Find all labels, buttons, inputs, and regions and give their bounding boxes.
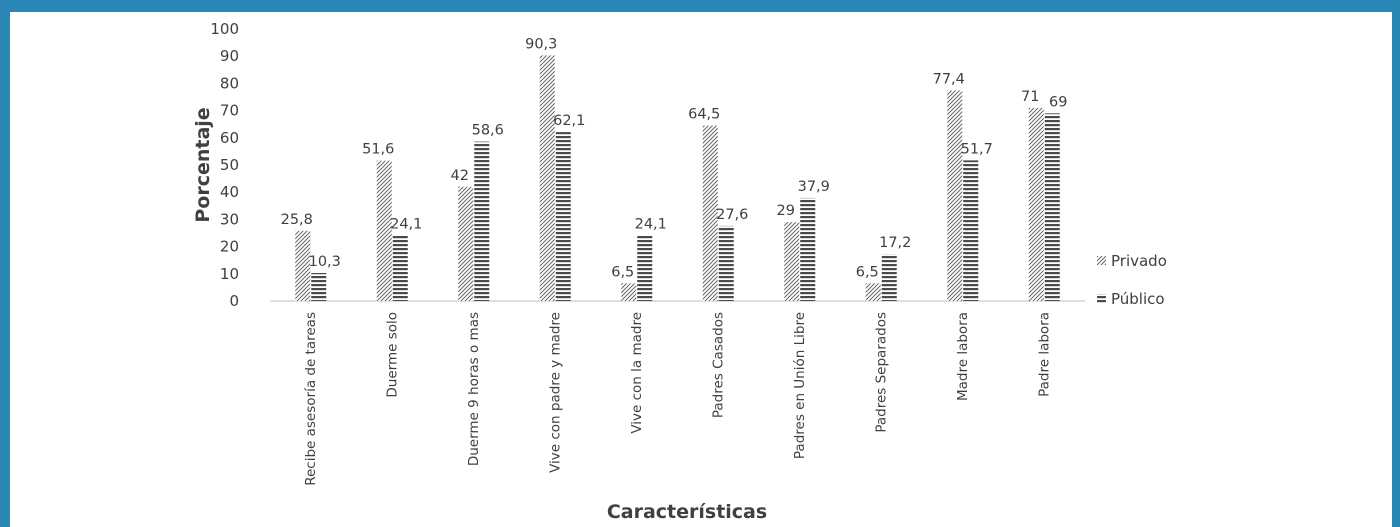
y-tick-label: 70 — [220, 102, 239, 120]
bar-privado — [865, 283, 881, 301]
data-label: 42 — [451, 168, 469, 184]
x-tick-label: Madre labora — [955, 312, 971, 401]
chart-panel: 0 10 20 30 40 50 60 70 80 90 100 25,8 10,3 51,6 24,1 4… — [10, 12, 1392, 527]
data-label: 51,7 — [961, 141, 993, 157]
bar-publico — [1044, 113, 1060, 301]
x-tick-label: Padres Casados — [710, 312, 726, 418]
x-axis-title: Características — [607, 501, 767, 523]
bar-privado — [376, 160, 392, 301]
data-label: 17,2 — [879, 235, 911, 251]
data-label: 62,1 — [553, 113, 585, 129]
x-axis-ticks: Recibe asesoría de tareas Duerme solo Duer… — [303, 312, 1053, 486]
legend: Privado Público — [1097, 252, 1167, 308]
bars-group — [295, 55, 1060, 301]
bar-publico — [311, 272, 327, 301]
legend-label-privado: Privado — [1111, 252, 1167, 270]
bar-privado — [295, 230, 311, 301]
legend-label-publico: Público — [1111, 290, 1165, 308]
data-label: 27,6 — [716, 207, 748, 223]
data-label: 51,6 — [362, 142, 394, 158]
y-tick-label: 30 — [220, 210, 239, 228]
bar-privado — [621, 283, 637, 301]
data-label: 69 — [1049, 94, 1067, 110]
bar-privado — [1028, 107, 1044, 301]
data-label: 90,3 — [525, 36, 557, 52]
bar-privado — [702, 125, 718, 301]
x-tick-label: Padres Separados — [873, 312, 889, 433]
y-tick-label: 50 — [220, 156, 239, 174]
y-tick-label: 80 — [220, 74, 239, 92]
x-tick-label: Padre labora — [1036, 312, 1052, 397]
data-label: 24,1 — [635, 216, 667, 232]
y-axis-title: Porcentaje — [192, 107, 214, 222]
data-label: 24,1 — [390, 216, 422, 232]
y-tick-label: 100 — [210, 20, 239, 38]
data-label: 71 — [1021, 89, 1039, 105]
bar-publico — [718, 225, 734, 301]
legend-swatch-publico — [1097, 294, 1106, 303]
x-tick-label: Duerme solo — [384, 312, 400, 398]
y-axis-ticks: 0 10 20 30 40 50 60 70 80 90 100 — [210, 20, 239, 310]
x-tick-label: Vive con la madre — [629, 312, 645, 434]
bar-publico — [963, 160, 979, 301]
y-tick-label: 60 — [220, 129, 239, 147]
bar-privado — [947, 90, 963, 301]
bar-publico — [800, 197, 816, 301]
y-tick-label: 90 — [220, 47, 239, 65]
x-tick-label: Duerme 9 horas o mas — [466, 312, 482, 466]
data-label: 64,5 — [688, 107, 720, 123]
data-label: 6,5 — [856, 264, 879, 280]
bar-publico — [555, 132, 571, 301]
bar-privado — [539, 55, 555, 301]
data-labels-group: 25,8 10,3 51,6 24,1 42 58,6 90,3 62,1 6,5 24,1 64,… — [281, 36, 1068, 280]
bar-publico — [881, 254, 897, 301]
y-tick-label: 0 — [229, 292, 239, 310]
data-label: 37,9 — [798, 179, 830, 195]
x-tick-label: Vive con padre y madre — [547, 312, 563, 473]
x-tick-label: Recibe asesoría de tareas — [303, 312, 319, 486]
bar-privado — [458, 186, 474, 301]
data-label: 58,6 — [472, 123, 504, 139]
y-tick-label: 20 — [220, 238, 239, 256]
bar-privado — [784, 222, 800, 301]
bar-publico — [637, 235, 653, 301]
data-label: 29 — [777, 203, 795, 219]
legend-swatch-privado — [1097, 256, 1106, 265]
data-label: 6,5 — [611, 264, 634, 280]
data-label: 77,4 — [933, 71, 965, 87]
bar-publico — [392, 235, 408, 301]
y-tick-label: 40 — [220, 183, 239, 201]
bar-chart: 0 10 20 30 40 50 60 70 80 90 100 25,8 10,3 51,6 24,1 4… — [192, 20, 1167, 523]
bar-publico — [474, 141, 490, 301]
x-tick-label: Padres en Unión Libre — [792, 312, 808, 459]
data-label: 25,8 — [281, 212, 313, 228]
data-label: 10,3 — [309, 254, 341, 270]
y-tick-label: 10 — [220, 265, 239, 283]
